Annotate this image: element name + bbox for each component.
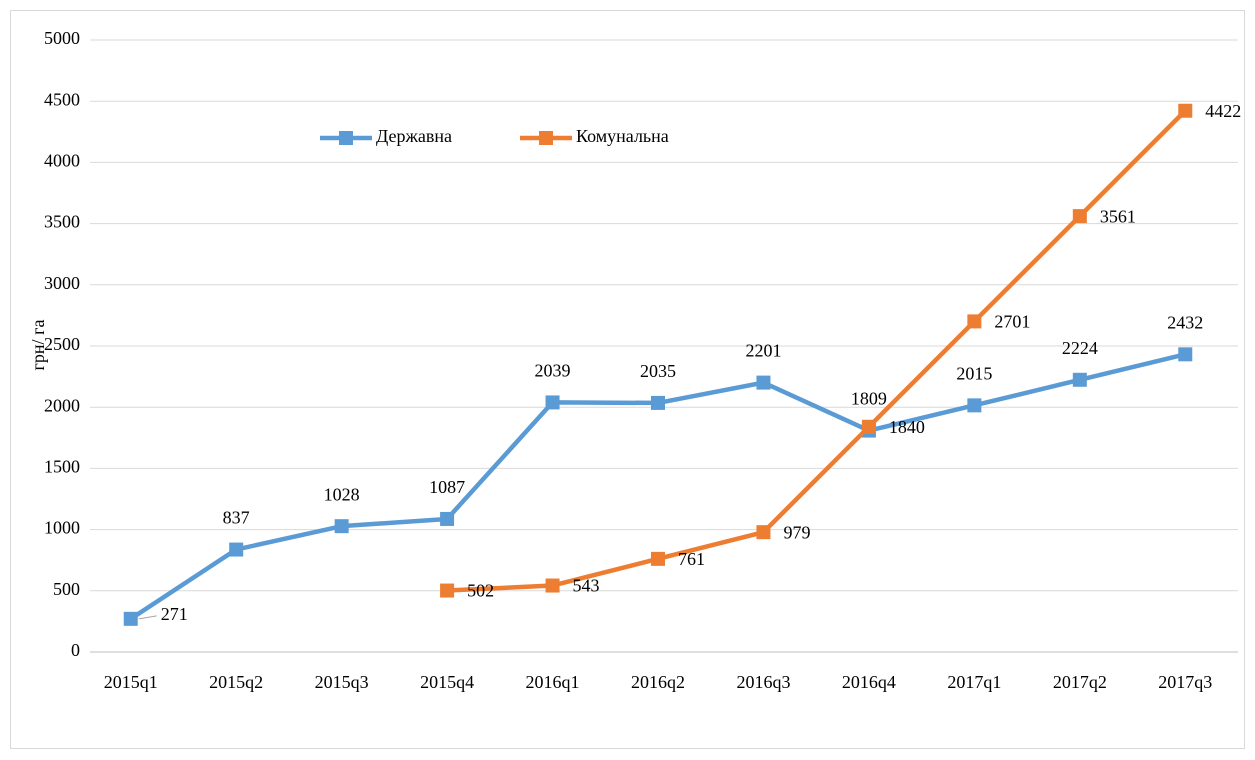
- y-tick-label: 2500: [44, 334, 80, 354]
- legend-label: Державна: [376, 126, 452, 146]
- data-label: 2015: [956, 363, 992, 383]
- marker: [229, 542, 244, 557]
- y-tick-label: 5000: [44, 28, 80, 48]
- leader-line: [138, 615, 157, 620]
- y-tick-label: 0: [71, 640, 80, 660]
- y-tick-label: 4000: [44, 151, 80, 171]
- y-tick-label: 1500: [44, 457, 80, 477]
- data-label: 2035: [640, 361, 676, 381]
- x-tick-label: 2015q1: [104, 672, 158, 692]
- marker: [651, 551, 665, 566]
- data-label: 1809: [851, 389, 887, 409]
- marker: [440, 511, 455, 526]
- marker: [967, 398, 982, 413]
- y-tick-label: 500: [53, 579, 80, 599]
- data-label: 2039: [535, 361, 571, 381]
- marker: [861, 419, 876, 434]
- series-line: [446, 109, 1187, 593]
- chart-border: [10, 10, 1245, 749]
- y-tick-label: 2000: [44, 395, 80, 415]
- x-tick-label: 2015q2: [209, 672, 263, 692]
- data-label: 761: [678, 549, 705, 569]
- data-label: 3561: [1100, 206, 1136, 226]
- marker: [651, 395, 665, 410]
- x-tick-label: 2016q4: [842, 672, 896, 692]
- x-tick-label: 2016q3: [736, 672, 790, 692]
- marker: [1072, 372, 1087, 387]
- data-label: 502: [467, 581, 494, 601]
- marker: [756, 375, 771, 390]
- data-label: 2224: [1062, 338, 1098, 358]
- marker: [967, 314, 982, 329]
- data-label: 2201: [745, 341, 781, 361]
- data-label: 271: [161, 604, 188, 624]
- x-tick-label: 2017q2: [1053, 672, 1107, 692]
- data-label: 979: [783, 522, 810, 542]
- data-label: 2701: [994, 312, 1030, 332]
- y-tick-label: 1000: [44, 518, 80, 538]
- y-axis-label: грн/ га: [28, 320, 48, 371]
- legend-label: Комунальна: [576, 126, 669, 146]
- data-label: 837: [223, 508, 250, 528]
- y-tick-label: 3500: [44, 212, 80, 232]
- marker: [440, 583, 455, 598]
- marker: [545, 395, 560, 410]
- data-label: 2432: [1167, 312, 1203, 332]
- marker: [1072, 209, 1087, 224]
- data-label: 543: [573, 576, 600, 596]
- x-tick-label: 2017q1: [947, 672, 1001, 692]
- marker: [545, 578, 560, 593]
- marker: [1178, 103, 1193, 118]
- marker: [756, 525, 771, 540]
- x-tick-label: 2017q3: [1158, 672, 1212, 692]
- marker: [334, 519, 349, 534]
- x-tick-label: 2015q3: [315, 672, 369, 692]
- x-tick-label: 2016q2: [631, 672, 685, 692]
- data-label: 1087: [429, 477, 465, 497]
- legend-marker: [539, 131, 553, 145]
- x-tick-label: 2015q4: [420, 672, 474, 692]
- marker: [1178, 347, 1193, 362]
- data-label: 4422: [1205, 101, 1241, 121]
- marker: [123, 611, 138, 626]
- data-label: 1028: [324, 484, 360, 504]
- legend-marker: [339, 131, 353, 145]
- y-tick-label: 3000: [44, 273, 80, 293]
- x-tick-label: 2016q1: [526, 672, 580, 692]
- y-tick-label: 4500: [44, 89, 80, 109]
- data-label: 1840: [889, 417, 925, 437]
